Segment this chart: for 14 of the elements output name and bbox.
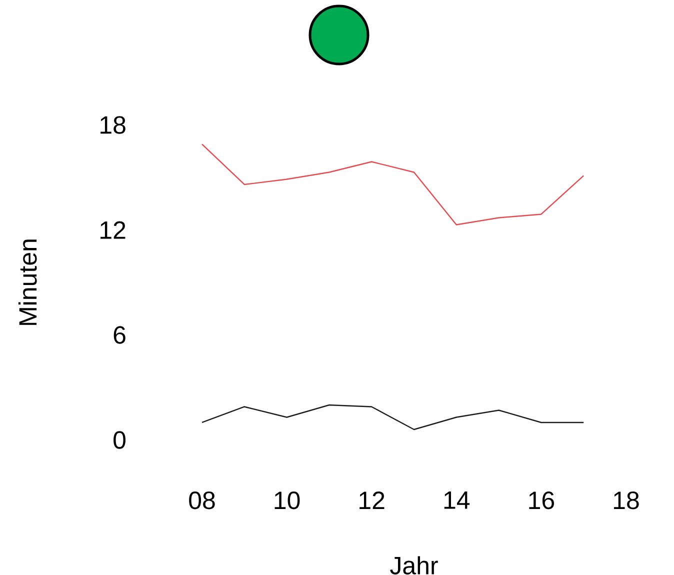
- y-tick-label: 18: [100, 116, 126, 134]
- x-tick-label: 10: [274, 492, 300, 510]
- x-tick-label: 12: [360, 492, 384, 509]
- y-tick-label: 12: [100, 221, 126, 239]
- line-series: [201, 144, 584, 226]
- x-tick-label: 14: [444, 492, 470, 509]
- x-tick-label: 18: [614, 492, 639, 510]
- x-axis-title: Jahr: [390, 556, 438, 574]
- line-series: [201, 404, 584, 430]
- y-tick-label: 0: [114, 431, 126, 449]
- x-tick-label: 16: [529, 492, 554, 510]
- y-tick-label: 6: [114, 326, 126, 344]
- y-axis-title: Minuten: [18, 240, 37, 325]
- x-tick-label: 08: [189, 492, 215, 510]
